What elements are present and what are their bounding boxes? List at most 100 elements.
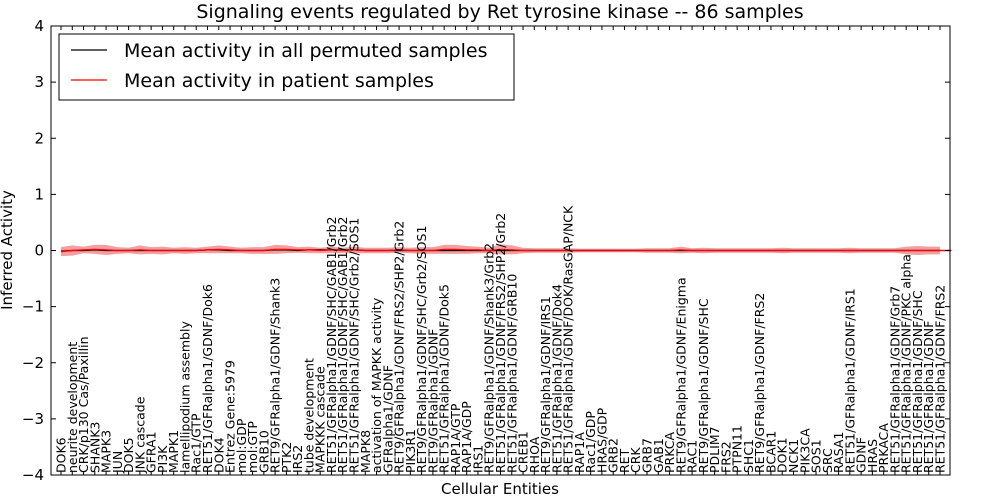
x-category-label: IRS1 [471,445,486,473]
x-category-label: RET51/GFRalpha1/GDNF/FRS2/SHP2/Grb2 [493,213,508,473]
x-category-label: RET51/GFRalpha1/GDNF/Dok5 [437,284,452,473]
x-category-label: PDLIM7 [707,426,722,473]
x-category-label: RET9/GFRalpha1/GDNF/IRS1 [538,296,553,473]
y-axis-ticks: −4 −3 −2 −1 0 1 2 3 4 [22,17,950,484]
x-category-label: RAP1A [572,432,587,473]
y-tick-label: 2 [34,129,44,147]
x-category-label: RAP1A/GDP [459,401,474,473]
x-category-label: RET51/GFRalpha1/GDNF/DOK/RasGAP/NCK [561,205,576,473]
x-category-label: MAPK8 [358,430,373,473]
x-category-label: RET9/GFRalpha1/GDNF/FRS2/SHP2/Grb2 [392,221,407,473]
y-tick-label: −1 [22,298,44,316]
x-category-label: SHANK3 [87,422,102,473]
x-category-label: JNK cascade [132,396,147,474]
x-category-label: GFRalpha1/GDNF [380,365,395,473]
x-category-label: RET9/GFRalpha1/GDNF/Shank3/Grb2 [482,243,497,473]
legend: Mean activity in all permuted samples Me… [58,33,515,101]
x-category-label: MAPK1 [166,430,181,473]
x-category-label: RET51/GFRalpha1/GDNF/Dok4 [549,284,564,473]
x-category-label: RAC1 [685,440,700,473]
x-category-label: GRB10 [256,430,271,473]
x-category-label: RET51/GFRalpha1/GDNF/PKC alpha [899,254,914,473]
x-category-label: SHC1 [741,439,756,473]
x-category-label: mol:GTP [245,421,260,473]
x-category-label: RET9/GFRalpha1/GDNF/SHC [696,298,711,473]
x-category-label: FRS2 [718,441,733,473]
x-category-label: JUN [110,451,125,474]
x-category-label: BCAR1 [764,431,779,473]
x-category-label: Rac1/GTP [189,413,204,473]
y-tick-label: 1 [34,185,44,203]
x-category-label: RET51/GFRalpha1/GDNF/SHC/Grb2/SOS1 [347,218,362,473]
chart-title: Signaling events regulated by Ret tyrosi… [196,1,803,23]
x-category-label: RAP1A/GTP [448,403,463,473]
y-tick-label: 3 [34,73,44,91]
y-tick-label: −4 [22,466,44,484]
y-axis-label: Inferred Activity [0,190,16,310]
x-axis-label: Cellular Entities [441,480,559,498]
x-category-label: MAPK3 [99,430,114,473]
x-category-label: PTK2 [279,442,294,473]
x-category-label: PIK3CA [797,428,812,473]
x-category-label: DOK1 [775,437,790,473]
x-category-label: HRAS [865,439,880,473]
series-line-patient [60,248,952,253]
series-lines [60,248,952,253]
y-tick-label: 0 [34,242,44,260]
x-category-label: PRKACA [876,423,891,473]
x-category-label: Entrez Gene:5979 [223,360,238,473]
x-category-label: SOS1 [809,439,824,473]
x-category-label: RET51/GFRalpha1/GDNF/IRS1 [842,288,857,473]
x-category-label: MAPKKK cascade [313,366,328,473]
x-category-label: RET9/GFRalpha1/GDNF/Enigma [673,277,688,473]
x-category-label: IRS2 [290,445,305,473]
x-category-label: RET9/GFRalpha1/GDNF/FRS2 [752,293,767,473]
x-category-label: GFRA1 [144,431,159,473]
x-category-label: RET9/GFRalpha1/GDNF/Shank3 [268,278,283,473]
x-category-label: RET9/GFRalpha1/GDNF/SHC/Grb2/SOS1 [414,226,429,473]
legend-box [58,33,515,101]
x-category-label: tube development [301,358,316,473]
x-category-label: neurite development [65,342,80,473]
x-category-label: PTPN11 [730,425,745,473]
x-category-label: GAB1 [651,438,666,473]
plot-frame [50,25,951,476]
x-category-label: GDNF [854,437,869,473]
x-category-label: RHOA [527,436,542,473]
x-category-label: RET51/GFRalpha1/GDNF/Dok6 [200,284,215,473]
x-category-label: PIK3R1 [403,429,418,473]
x-category-label: activation of MAPKK activity [369,297,384,473]
x-category-label: PRKCA [662,432,677,473]
x-category-label: RET51/GFRalpha1/GDNF/FRS2 [933,285,948,473]
y-tick-label: −2 [22,354,44,372]
x-category-label: Rac1/GDP [583,411,598,473]
x-category-label: CREB1 [516,431,531,473]
x-category-label: GRB2 [606,438,621,473]
x-category-label: DOK4 [211,437,226,473]
x-category-label: RET51/GFRalpha1/GDNF/SHC/GAB1/Grb2 [324,217,339,473]
y-tick-label: −3 [22,410,44,428]
x-category-label: RET51/GFRalpha1/GDNF/GRB10 [504,274,519,473]
x-category-label: RET [617,448,632,473]
x-category-label: RET51/GFRalpha1/GDNF/SHC/GAB1/Grb2 [335,217,350,473]
x-category-label: CRK/p130 Cas/Paxillin [76,336,91,473]
x-category-label: DOK6 [54,437,69,473]
x-category-label: CRK [628,447,643,473]
x-category-label: DOK5 [121,437,136,473]
x-category-label: GRB7 [640,438,655,473]
x-category-label: RET51/GFRalpha1/GDNF/Grb7 [887,286,902,473]
x-category-label: SRC [820,448,835,473]
x-category-label: HRAS/GDP [594,407,609,473]
y-tick-label: 4 [34,17,44,35]
x-category-label: PI3K [155,445,170,473]
legend-label-patient: Mean activity in patient samples [124,70,434,92]
x-category-label: RET9/GFRalpha1/GDNF [425,329,440,473]
x-category-label: RET51/GFRalpha1/GDNF/SHC [910,290,925,473]
x-category-label: RASA1 [831,432,846,473]
x-category-label: lamellipodium assembly [178,321,193,473]
x-category-label: mol:GDP [234,418,249,473]
x-category-label: RET51/GFRalpha1/GDNF [921,321,936,473]
x-category-label: NCK1 [786,439,801,473]
